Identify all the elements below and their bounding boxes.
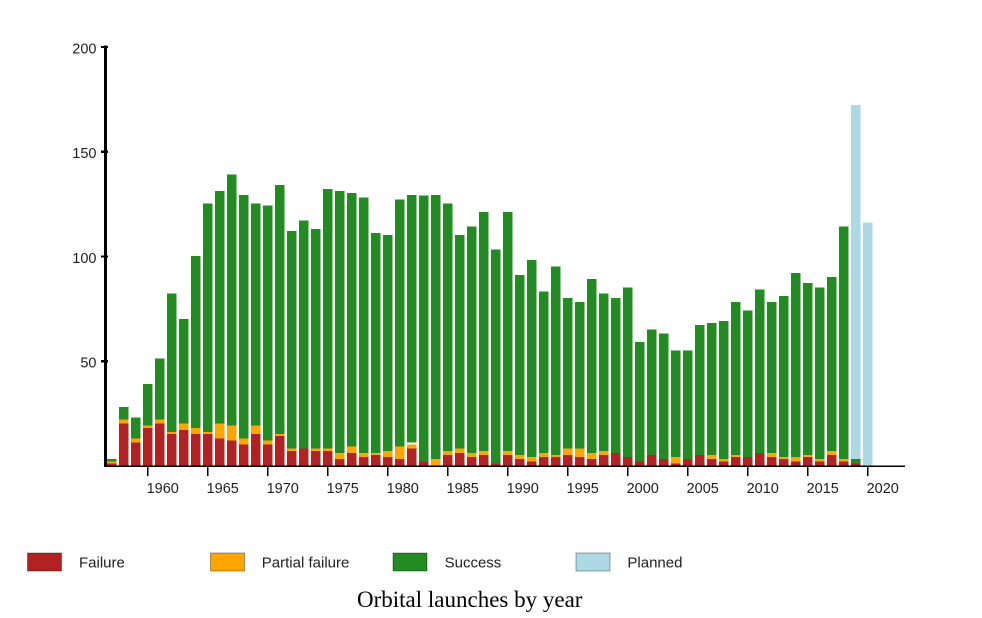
svg-text:50: 50 [80, 356, 96, 372]
svg-text:1990: 1990 [507, 481, 539, 497]
svg-text:2020: 2020 [867, 481, 899, 497]
svg-text:Failure: Failure [79, 554, 125, 571]
svg-text:1995: 1995 [567, 481, 599, 497]
svg-text:Success: Success [445, 554, 502, 571]
svg-text:1985: 1985 [447, 481, 479, 497]
svg-text:1975: 1975 [327, 481, 359, 497]
svg-text:2000: 2000 [627, 481, 659, 497]
svg-text:150: 150 [72, 146, 96, 162]
svg-text:1980: 1980 [387, 481, 419, 497]
svg-text:2010: 2010 [747, 481, 779, 497]
svg-text:Partial failure: Partial failure [262, 554, 350, 571]
svg-text:2015: 2015 [807, 481, 839, 497]
svg-text:1970: 1970 [267, 481, 299, 497]
svg-text:200: 200 [72, 41, 96, 57]
svg-text:1965: 1965 [207, 481, 239, 497]
svg-text:1960: 1960 [147, 481, 179, 497]
svg-text:Orbital launches by year: Orbital launches by year [357, 587, 583, 612]
svg-text:100: 100 [72, 251, 96, 267]
svg-text:2005: 2005 [687, 481, 719, 497]
svg-text:Planned: Planned [627, 554, 682, 571]
